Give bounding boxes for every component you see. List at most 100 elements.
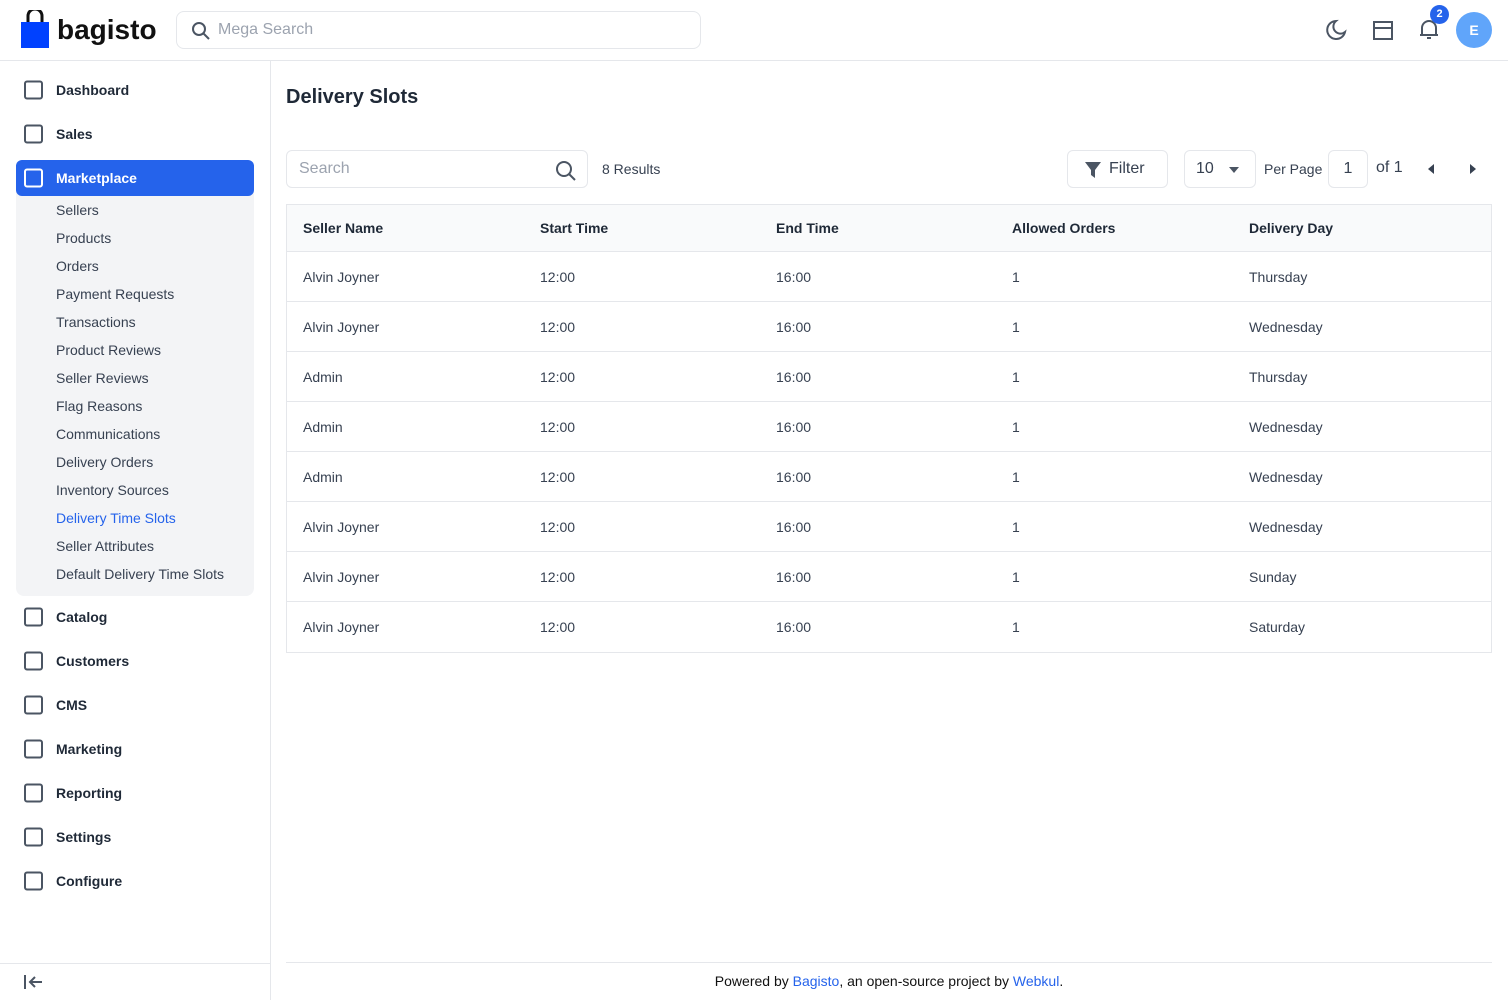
menu-icon xyxy=(24,607,43,627)
table-cell: 16:00 xyxy=(776,369,812,385)
table-cell: Wednesday xyxy=(1249,519,1323,535)
search-icon xyxy=(192,22,210,40)
active-item-bg[interactable] xyxy=(16,160,254,196)
per-page-select[interactable]: 10 xyxy=(1184,150,1256,188)
menu-item[interactable]: CMS xyxy=(56,697,88,713)
menu-item[interactable]: Catalog xyxy=(56,609,108,625)
table-cell: Wednesday xyxy=(1249,419,1323,435)
prev-page[interactable] xyxy=(1426,164,1436,174)
submenu-item[interactable]: Flag Reasons xyxy=(56,398,143,414)
menu-icon xyxy=(24,80,43,100)
data-table: Seller Name Start Time End Time Allowed Ord… xyxy=(286,204,1492,653)
menu-item[interactable]: Marketplace xyxy=(56,170,137,186)
table-cell: 1 xyxy=(1012,469,1020,485)
menu-item[interactable]: Marketing xyxy=(56,741,123,757)
avatar[interactable]: E xyxy=(1456,12,1492,48)
table-cell: Alvin Joyner xyxy=(303,319,380,335)
menu-icon xyxy=(24,739,43,759)
menu-item[interactable]: Settings xyxy=(56,829,112,845)
page-title: Delivery Slots xyxy=(286,86,419,108)
submenu-item[interactable]: Seller Reviews xyxy=(56,370,149,386)
row-divider xyxy=(287,551,1491,552)
table-cell: Alvin Joyner xyxy=(303,569,380,585)
header: bagisto Mega Search 2 E xyxy=(0,0,1508,61)
table-cell: Thursday xyxy=(1249,269,1308,285)
filter-button[interactable]: Filter xyxy=(1067,150,1168,188)
notifications[interactable] xyxy=(1418,18,1440,42)
mega-search[interactable]: Mega Search xyxy=(176,11,701,49)
footer-text: , an open-source project by xyxy=(839,973,1013,989)
table-cell: 12:00 xyxy=(540,369,576,385)
table-cell: 16:00 xyxy=(776,319,812,335)
row-divider xyxy=(287,351,1491,352)
logo-icon xyxy=(21,10,49,48)
column-header: Delivery Day xyxy=(1249,220,1334,236)
footer-text: Powered by xyxy=(714,973,793,989)
submenu-item[interactable]: Sellers xyxy=(56,202,99,218)
submenu-item[interactable]: Inventory Sources xyxy=(56,482,169,498)
dropdown-arrow xyxy=(1229,167,1239,173)
submenu-item[interactable]: Payment Requests xyxy=(56,286,175,302)
table-search[interactable]: Search xyxy=(286,150,588,188)
column-header: Start Time xyxy=(540,220,609,236)
row-divider xyxy=(287,301,1491,302)
bagisto-link[interactable]: Bagisto xyxy=(792,973,840,989)
sidebar: Dashboard Sales Marketplace Sellers Products… xyxy=(0,61,271,1000)
menu-icon xyxy=(24,651,43,671)
search-placeholder: Mega Search xyxy=(218,21,314,38)
table-cell: Sunday xyxy=(1249,569,1297,585)
submenu-item[interactable]: Delivery Time Slots xyxy=(56,510,176,526)
table-cell: 16:00 xyxy=(776,469,812,485)
store-icon[interactable] xyxy=(1372,19,1394,41)
submenu-item[interactable]: Delivery Orders xyxy=(56,454,154,470)
page-total: of 1 xyxy=(1376,159,1403,176)
menu-icon xyxy=(24,827,43,847)
submenu-item[interactable]: Communications xyxy=(56,426,161,442)
menu-item[interactable]: Sales xyxy=(56,126,93,142)
table-cell: 16:00 xyxy=(776,569,812,585)
menu-item[interactable]: Configure xyxy=(56,873,123,889)
collapse-sidebar[interactable] xyxy=(23,973,45,991)
table-cell: 12:00 xyxy=(540,269,576,285)
next-page[interactable] xyxy=(1468,164,1478,174)
table-cell: Thursday xyxy=(1249,369,1308,385)
logo-text: bagisto xyxy=(57,14,157,45)
row-divider xyxy=(287,501,1491,502)
submenu-item[interactable]: Orders xyxy=(56,258,99,274)
table-cell: 1 xyxy=(1012,319,1020,335)
menu-icon xyxy=(24,871,43,891)
menu-item[interactable]: Dashboard xyxy=(56,82,130,98)
table-cell: Alvin Joyner xyxy=(303,619,380,635)
menu-item[interactable]: Reporting xyxy=(56,785,123,801)
column-header: Seller Name xyxy=(303,220,384,236)
table-cell: Admin xyxy=(303,469,343,485)
table-cell: 1 xyxy=(1012,519,1020,535)
per-page-label: Per Page xyxy=(1264,161,1323,177)
submenu-item[interactable]: Product Reviews xyxy=(56,342,162,358)
column-header: End Time xyxy=(776,220,839,236)
footer-divider xyxy=(286,962,1492,963)
table-cell: 12:00 xyxy=(540,419,576,435)
table-cell: 1 xyxy=(1012,269,1020,285)
footer-text: . xyxy=(1059,973,1064,989)
filter-icon xyxy=(1085,162,1101,178)
search-placeholder: Search xyxy=(299,160,350,177)
table-cell: Admin xyxy=(303,419,343,435)
table-cell: 12:00 xyxy=(540,619,576,635)
table-cell: 12:00 xyxy=(540,519,576,535)
theme-toggle[interactable] xyxy=(1325,19,1347,41)
table-cell: 12:00 xyxy=(540,319,576,335)
row-divider xyxy=(287,601,1491,602)
submenu-item[interactable]: Products xyxy=(56,230,112,246)
webkul-link[interactable]: Webkul xyxy=(1012,973,1060,989)
submenu-item[interactable]: Default Delivery Time Slots xyxy=(56,566,225,582)
table-cell: 1 xyxy=(1012,619,1020,635)
menu-item[interactable]: Customers xyxy=(56,653,130,669)
row-divider xyxy=(287,451,1491,452)
table-header xyxy=(287,205,1491,252)
results-count: 8 Results xyxy=(602,161,661,177)
submenu-item[interactable]: Transactions xyxy=(56,314,136,330)
page-input[interactable]: 1 xyxy=(1328,150,1368,188)
submenu-item[interactable]: Seller Attributes xyxy=(56,538,155,554)
